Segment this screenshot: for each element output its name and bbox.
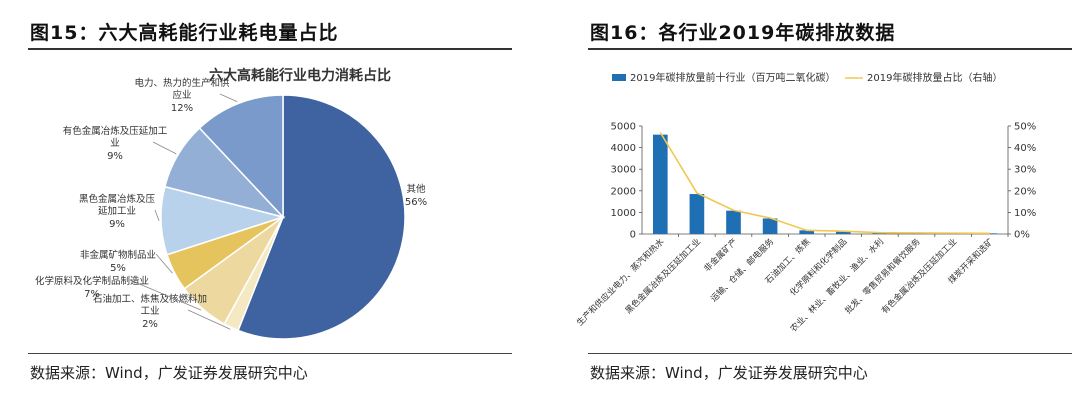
pie-slice xyxy=(198,94,284,219)
y-tick-right: 50% xyxy=(1014,122,1036,133)
pie-slice-percent: 12% xyxy=(171,103,193,114)
bar xyxy=(799,230,815,234)
pie-slice-label: 石油加工、炼焦及核燃料加工业 xyxy=(93,293,207,317)
pie-slice-label: 非金属矿物制品业 xyxy=(80,249,156,261)
pie-slice-percent: 5% xyxy=(110,263,126,274)
source-note: 数据来源：Wind，广发证券发展研究中心 xyxy=(30,364,308,382)
y-tick-right: 0% xyxy=(1014,230,1030,241)
y-tick-right: 40% xyxy=(1014,143,1036,154)
pie-slice-percent: 9% xyxy=(109,219,125,230)
x-tick-label: 批发、零售贸易和餐饮服务 xyxy=(843,236,923,316)
legend-label-line: 2019年碳排放量占比（右轴） xyxy=(867,71,1002,84)
leader-line xyxy=(187,309,231,330)
pie-slice-percent: 7% xyxy=(84,289,100,300)
pie-slice-label: 有色金属冶炼及压延加工业 xyxy=(63,125,168,149)
pie-panel: 图15：六大高耗能行业耗电量占比 六大高耗能行业电力消耗占比 其他 56% 石油加工… xyxy=(0,0,520,403)
bar xyxy=(652,134,668,234)
bar xyxy=(689,194,705,234)
y-tick-left: 2000 xyxy=(611,186,636,197)
leader-line xyxy=(129,279,202,311)
pie-slice xyxy=(237,94,406,340)
y-tick-right: 30% xyxy=(1014,165,1036,176)
bar xyxy=(762,218,778,234)
pie-chart: 六大高耗能行业电力消耗占比 其他 56% 石油加工、炼焦及核燃料加工业 2% 化学原料及… xyxy=(35,67,427,340)
x-tick-label: 非金属矿产 xyxy=(702,236,740,274)
y-tick-left: 0 xyxy=(630,230,636,241)
bar xyxy=(835,231,851,234)
title-rule xyxy=(588,48,1072,50)
figure-title-16: 图16：各行业2019年碳排放数据 xyxy=(590,22,896,44)
y-tick-left: 1000 xyxy=(611,208,636,219)
bar xyxy=(726,210,741,234)
leader-line xyxy=(152,141,177,155)
y-tick-left: 3000 xyxy=(611,165,636,176)
legend-swatch-bar xyxy=(612,74,626,81)
share-line xyxy=(659,132,990,235)
x-tick-label: 运输、仓储、邮电服务 xyxy=(708,236,776,304)
bar xyxy=(982,233,998,234)
pie-slice-percent: 56% xyxy=(405,197,427,208)
y-tick-left: 5000 xyxy=(611,122,636,133)
pie-slice-percent: 2% xyxy=(142,319,158,330)
pie-chart-title: 六大高耗能行业电力消耗占比 xyxy=(209,67,391,84)
y-tick-right: 20% xyxy=(1014,186,1036,197)
bottom-rule xyxy=(28,353,512,354)
leader-line xyxy=(219,93,238,103)
y-tick-left: 4000 xyxy=(611,143,636,154)
bar-line-chart: 2019年碳排放量前十行业（百万吨二氧化碳） 2019年碳排放量占比（右轴） 0 1… xyxy=(574,71,1036,334)
pie-slice-label: 其他 xyxy=(406,183,426,195)
legend-label-bar: 2019年碳排放量前十行业（百万吨二氧化碳） xyxy=(630,71,835,84)
bar-panel: 图16：各行业2019年碳排放数据 2019年碳排放量前十行业（百万吨二氧化碳）… xyxy=(560,0,1080,403)
pie-slice-percent: 9% xyxy=(107,151,123,162)
title-rule xyxy=(28,48,512,50)
pie-slice-label: 化学原料及化学制品制造业 xyxy=(35,275,149,287)
source-note: 数据来源：Wind，广发证券发展研究中心 xyxy=(590,364,868,382)
leader-line xyxy=(155,253,173,274)
figure-title-15: 图15：六大高耗能行业耗电量占比 xyxy=(30,22,339,44)
pie-slice-label: 黑色金属冶炼及压延加工业 xyxy=(79,193,156,217)
bottom-rule xyxy=(588,353,1072,354)
pie-slice-label: 电力、热力的生产和供应业 xyxy=(134,77,230,101)
leader-line xyxy=(154,209,160,222)
y-tick-right: 10% xyxy=(1014,208,1036,219)
x-tick-label: 黑色金属冶炼及压延加工业 xyxy=(623,236,703,316)
x-tick-label: 有色金属冶炼及压延加工业 xyxy=(879,236,959,316)
